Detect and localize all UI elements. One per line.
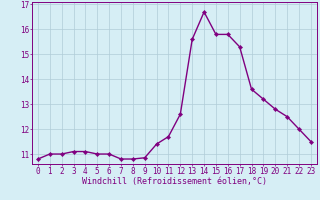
- X-axis label: Windchill (Refroidissement éolien,°C): Windchill (Refroidissement éolien,°C): [82, 177, 267, 186]
